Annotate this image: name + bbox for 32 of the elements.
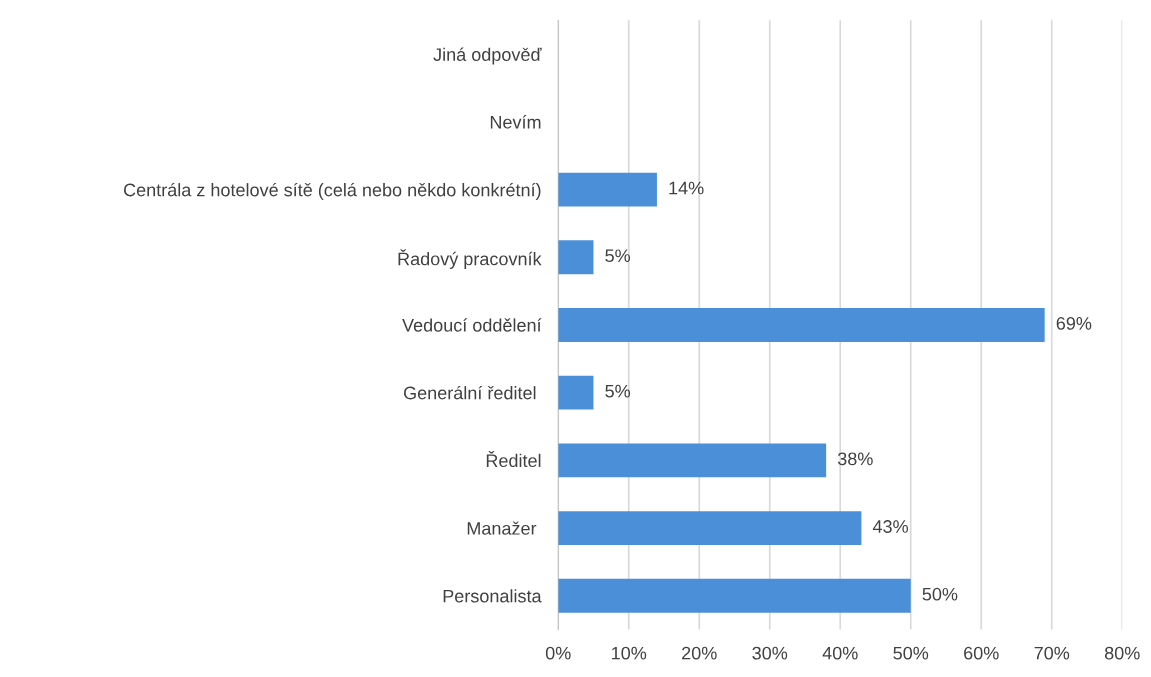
bar [558, 443, 827, 478]
data-label: 50% [922, 587, 958, 601]
x-tick-label: 50% [893, 646, 929, 660]
data-label: 69% [1056, 317, 1092, 330]
bar [558, 172, 657, 207]
x-tick-label: 70% [1034, 646, 1070, 660]
y-tick-label: Nevím [490, 115, 541, 129]
y-tick-label: Řadový pracovník [398, 249, 542, 269]
data-label: 5% [605, 249, 631, 263]
bar [558, 578, 911, 613]
bar [558, 240, 594, 275]
y-tick-label: Ředitel [486, 451, 541, 468]
x-tick-label: 60% [964, 646, 999, 660]
y-tick-label: Jiná odpověď [433, 47, 542, 65]
y-tick-label: Vedoucí oddělení [402, 318, 542, 332]
x-tick-label: 0% [545, 646, 571, 660]
y-tick-label: Centrála z hotelové sítě (celá nebo někdo konkrétní) [123, 182, 541, 200]
x-tick-label: 30% [752, 646, 788, 660]
x-tick-label: 20% [682, 646, 717, 660]
data-label: 14% [669, 181, 704, 195]
x-tick-label: 10% [612, 646, 647, 660]
y-tick-label: Personalista [443, 589, 542, 603]
x-tick-label: 40% [822, 646, 858, 660]
data-label: 43% [872, 520, 908, 533]
data-label: 38% [837, 452, 873, 466]
bar [558, 511, 862, 545]
bar [558, 308, 1045, 342]
x-tick-label: 80% [1104, 646, 1140, 660]
y-tick-label: Manažer [467, 521, 537, 535]
data-label: 5% [605, 384, 631, 398]
y-tick-label: Generální ředitel [403, 385, 536, 400]
bar [558, 375, 594, 410]
